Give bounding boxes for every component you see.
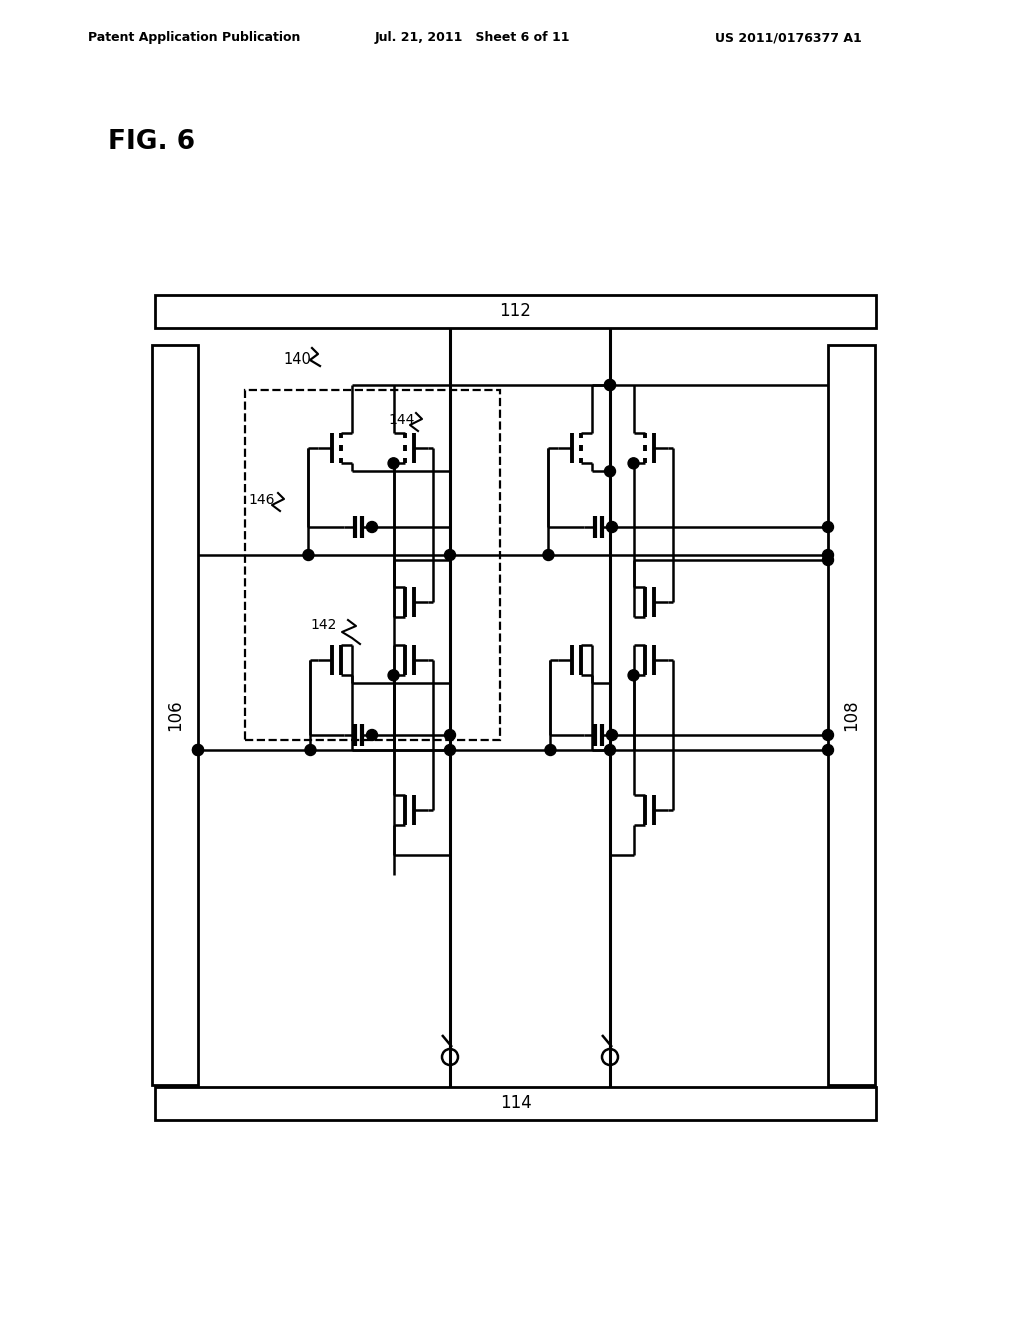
Circle shape	[822, 521, 834, 532]
Circle shape	[367, 521, 378, 532]
Circle shape	[628, 458, 639, 469]
Text: 106: 106	[166, 700, 184, 731]
Circle shape	[822, 730, 834, 741]
Text: Jul. 21, 2011   Sheet 6 of 11: Jul. 21, 2011 Sheet 6 of 11	[375, 32, 570, 45]
Bar	[245, 389, 500, 741]
Circle shape	[543, 549, 554, 561]
Text: 144: 144	[388, 413, 415, 426]
Text: 108: 108	[843, 700, 860, 731]
Circle shape	[388, 458, 399, 469]
Text: 112: 112	[500, 302, 531, 321]
Circle shape	[604, 380, 615, 391]
Text: Patent Application Publication: Patent Application Publication	[88, 32, 300, 45]
Bar	[828, 345, 874, 1085]
Circle shape	[367, 730, 378, 741]
Text: FIG. 6: FIG. 6	[108, 129, 196, 154]
Circle shape	[303, 549, 314, 561]
Text: 146: 146	[248, 492, 274, 507]
Text: 140: 140	[283, 352, 311, 367]
Circle shape	[444, 549, 456, 561]
Circle shape	[628, 669, 639, 681]
Circle shape	[444, 730, 456, 741]
Circle shape	[604, 744, 615, 755]
Circle shape	[606, 521, 617, 532]
Circle shape	[822, 744, 834, 755]
Circle shape	[606, 730, 617, 741]
Circle shape	[822, 554, 834, 565]
Text: 142: 142	[310, 618, 336, 632]
Bar	[152, 345, 198, 1085]
Circle shape	[604, 380, 615, 391]
Circle shape	[604, 466, 615, 477]
Text: US 2011/0176377 A1: US 2011/0176377 A1	[715, 32, 862, 45]
Text: 114: 114	[500, 1094, 531, 1113]
Circle shape	[388, 669, 399, 681]
Circle shape	[193, 744, 204, 755]
Bar	[155, 1086, 876, 1119]
Circle shape	[305, 744, 316, 755]
Circle shape	[193, 744, 204, 755]
Bar	[155, 294, 876, 327]
Circle shape	[822, 549, 834, 561]
Circle shape	[444, 744, 456, 755]
Circle shape	[545, 744, 556, 755]
